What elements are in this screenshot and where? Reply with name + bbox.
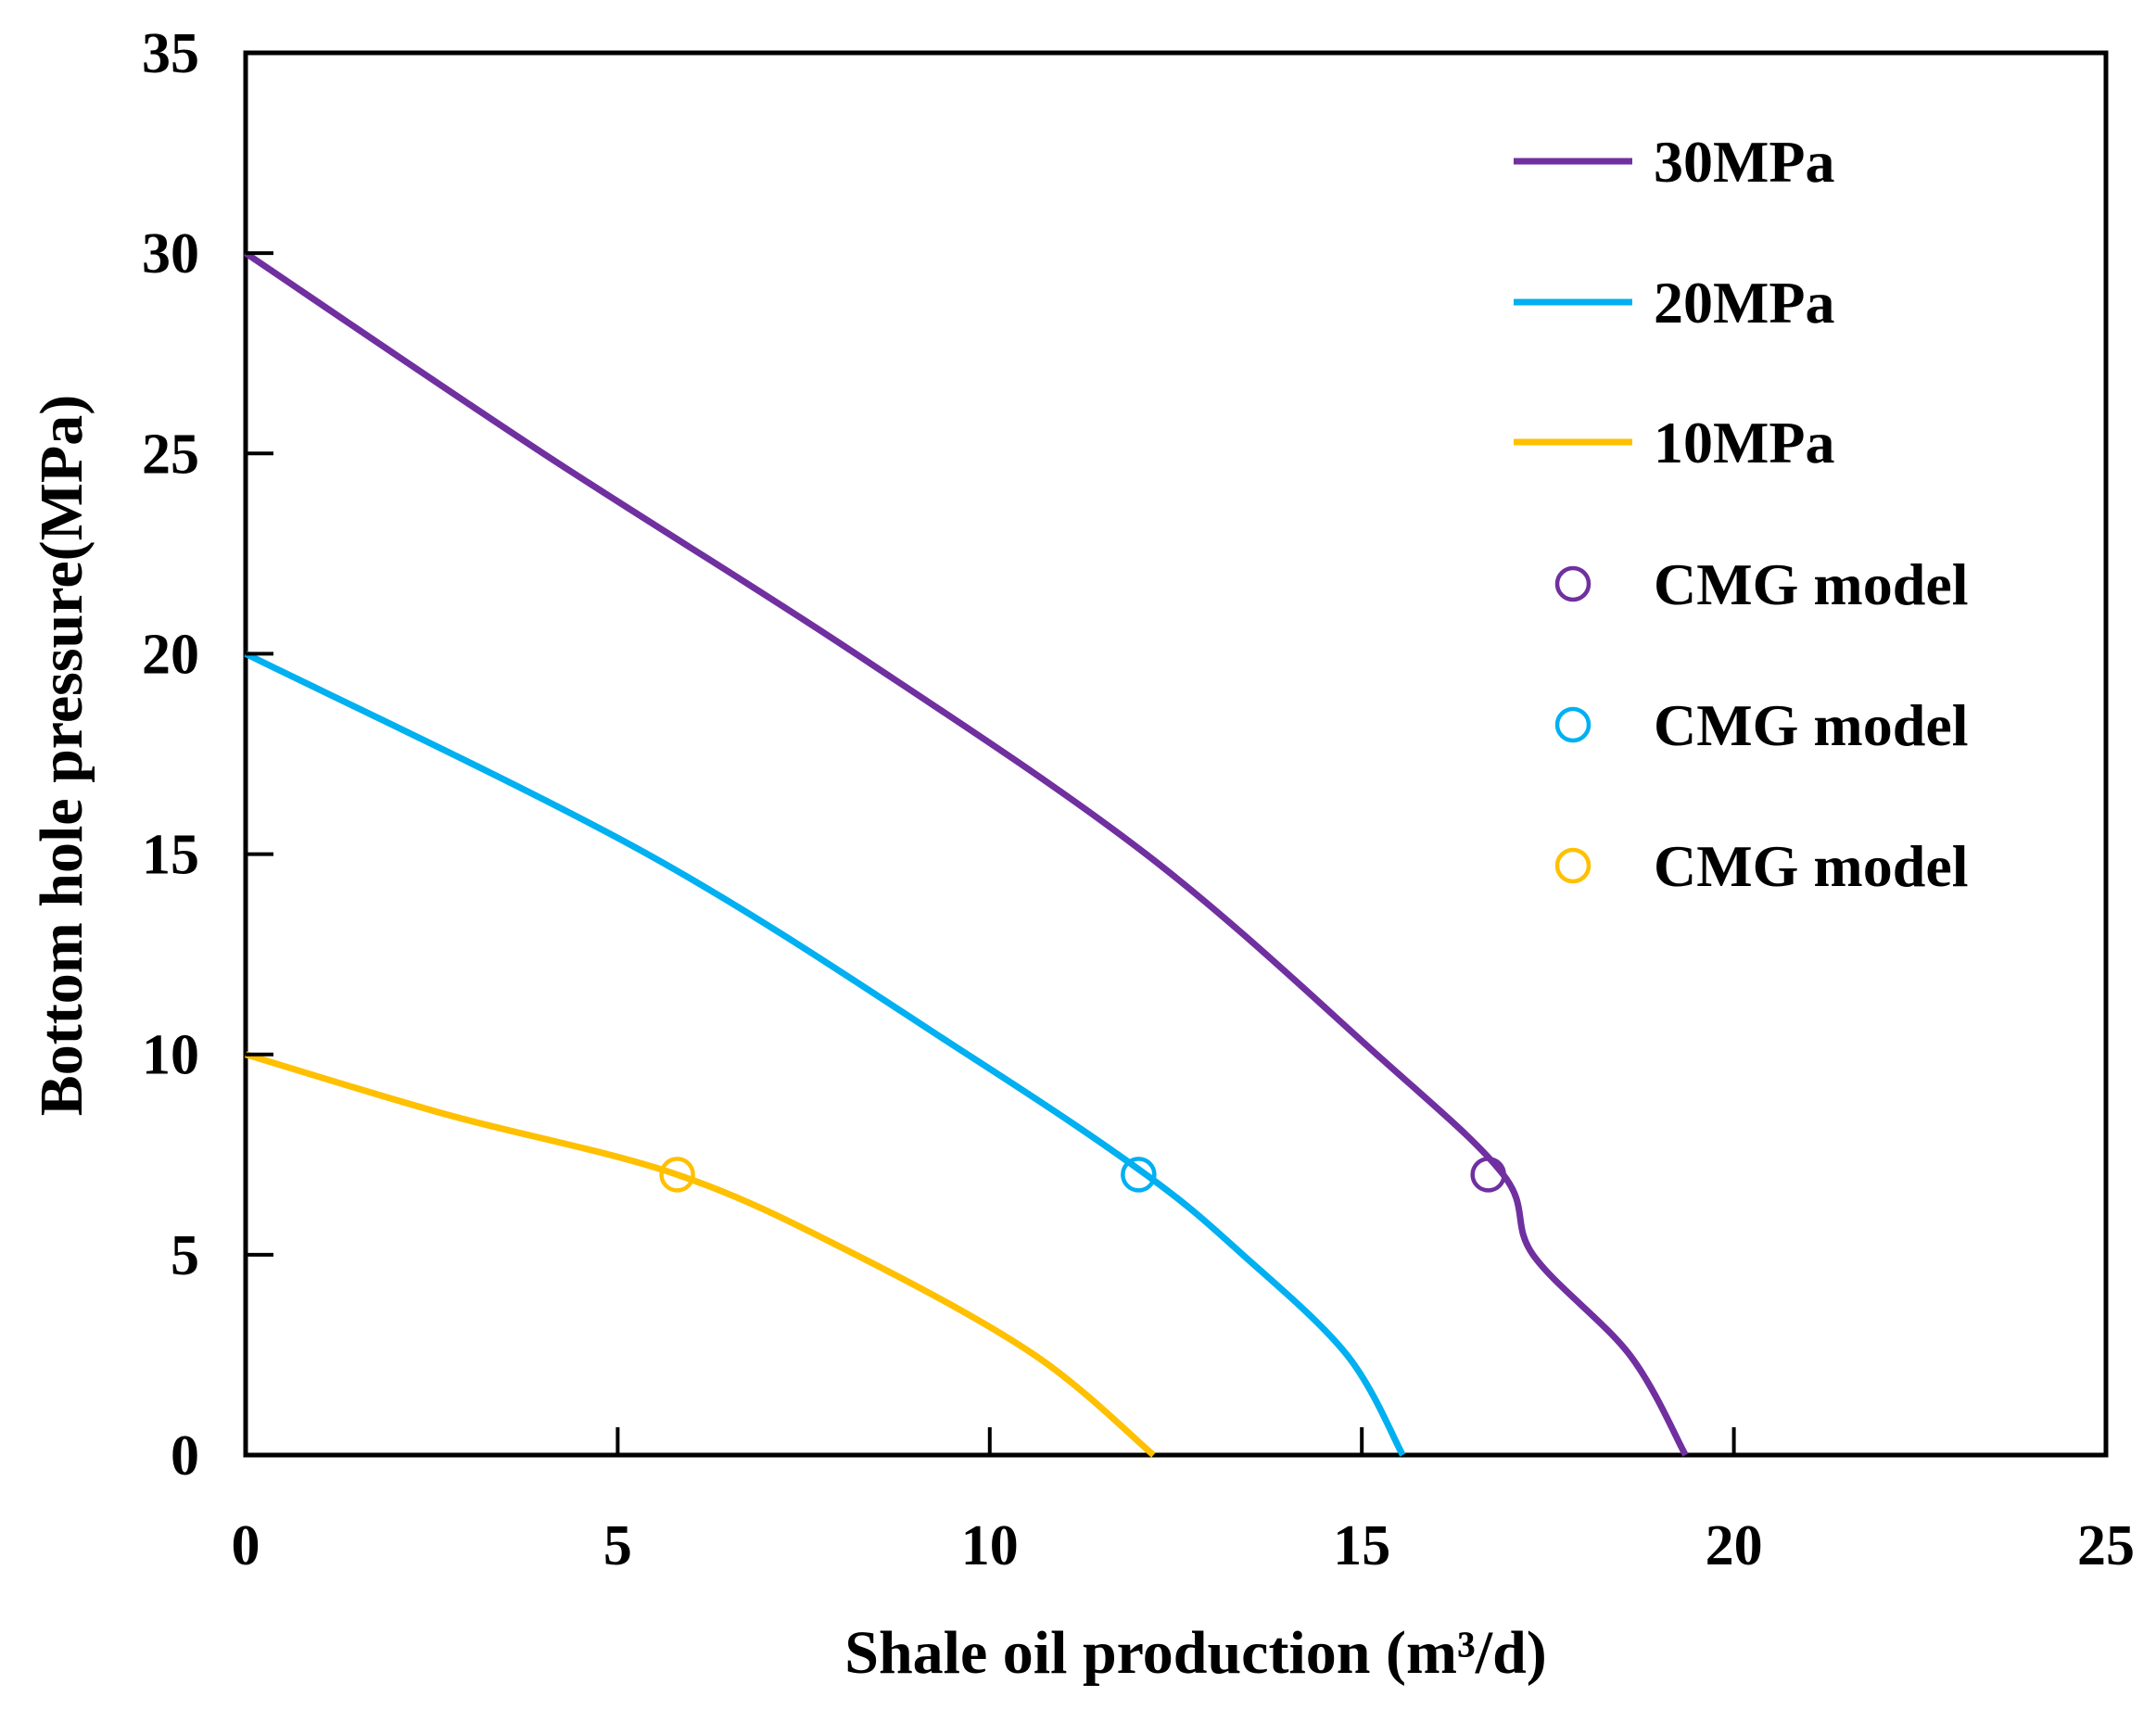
cmg-model-point	[1470, 1157, 1506, 1193]
y-tick-label: 15	[142, 824, 199, 887]
cmg-model-point	[1121, 1157, 1157, 1193]
legend-label: CMG model	[1654, 551, 1969, 617]
legend-marker-cmg-model	[1554, 565, 1592, 602]
y-tick-label: 30	[142, 222, 199, 285]
y-tick-label: 10	[142, 1024, 199, 1087]
cmg-model-point	[659, 1157, 695, 1193]
series-line-30mpa	[244, 250, 1689, 1457]
plot-frame	[243, 50, 2109, 1458]
legend-label: 10MPa	[1654, 410, 1835, 475]
legend-label: CMG model	[1654, 692, 1969, 758]
legend-label: 20MPa	[1654, 270, 1835, 335]
x-axis-label: Shale oil production (m³/d)	[844, 1619, 1547, 1687]
plot-area	[243, 50, 2109, 1458]
legend: 30MPa 20MPa 10MPa CMG model CMG model CMG mod…	[1514, 129, 1969, 899]
y-tick-label: 35	[142, 22, 199, 85]
legend-label: 30MPa	[1654, 129, 1835, 195]
series-line-10mpa	[244, 1051, 1156, 1458]
x-tick-label: 10	[961, 1514, 1019, 1577]
x-tick-label: 20	[1706, 1514, 1763, 1577]
y-axis-label: Bottom hole pressure(MPa)	[28, 395, 95, 1116]
legend-label: CMG model	[1654, 833, 1969, 899]
legend-marker-cmg-model	[1554, 847, 1592, 884]
y-tick-label: 0	[171, 1424, 199, 1487]
x-tick-label: 25	[2077, 1514, 2135, 1577]
series-line-20mpa	[244, 651, 1406, 1457]
legend-marker-cmg-model	[1554, 706, 1592, 743]
y-tick-label: 20	[142, 623, 199, 686]
x-tick-label: 0	[232, 1514, 260, 1577]
x-tick-label: 15	[1333, 1514, 1390, 1577]
x-tick-label: 5	[603, 1514, 632, 1577]
x-axis-ticks: 0 5 10 15 20 25	[232, 1427, 2135, 1577]
y-tick-label: 25	[142, 423, 199, 486]
y-axis-ticks: 0 5 10 15 20 25 30 35	[142, 22, 273, 1487]
y-tick-label: 5	[171, 1224, 199, 1287]
